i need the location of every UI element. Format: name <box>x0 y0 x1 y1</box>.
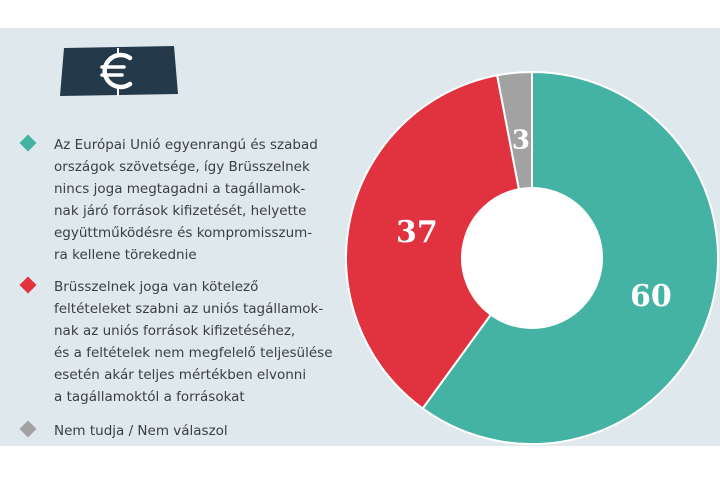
euro-badge <box>58 44 180 98</box>
legend-label: Nem tudja / Nem válaszol <box>54 423 228 439</box>
data-label-agree: 60 <box>630 279 672 314</box>
legend-label: Brüsszelnek joga van kötelező feltételek… <box>54 279 333 405</box>
legend-label: Az Európai Unió egyenrangú és szabad ors… <box>54 137 318 263</box>
donut-hole <box>462 188 602 328</box>
data-label-no-answer: 3 <box>512 126 530 156</box>
euro-banknote-icon <box>60 46 178 96</box>
donut-chart: 60 37 3 <box>345 70 720 446</box>
donut-chart-svg: 60 37 3 <box>345 70 719 445</box>
data-label-conditions: 37 <box>396 215 438 250</box>
